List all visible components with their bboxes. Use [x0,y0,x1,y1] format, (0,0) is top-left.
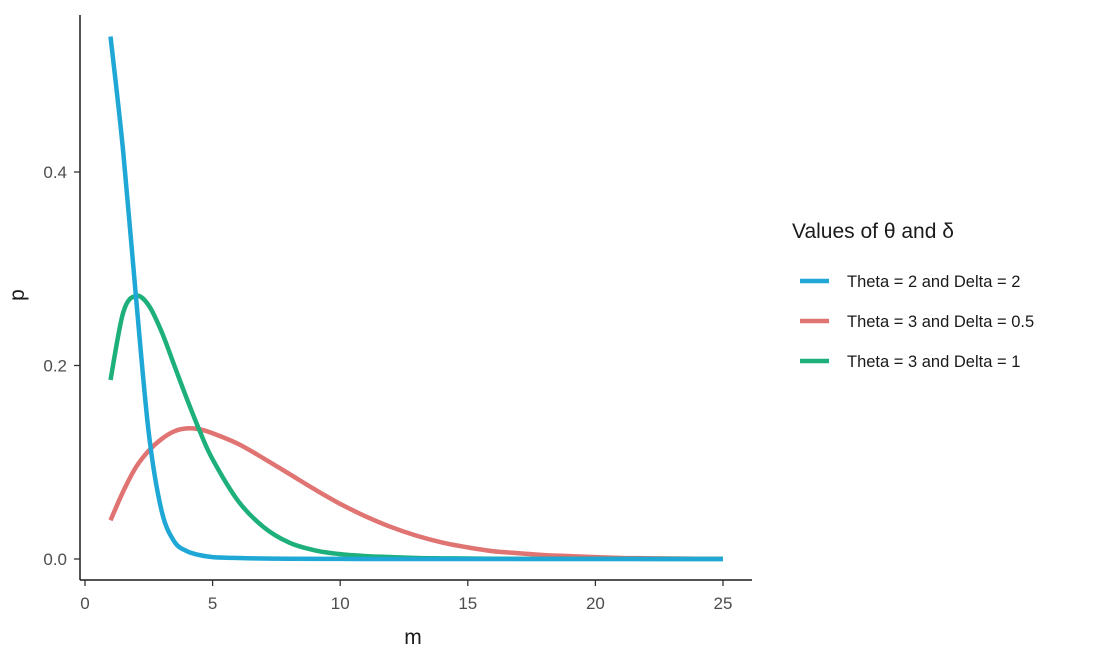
series-line-2 [108,426,724,562]
legend-label-3: Theta = 3 and Delta = 1 [847,353,1020,371]
y-tick-label: 0.4 [43,163,67,182]
y-tick-label: 0.0 [43,550,67,569]
x-tick-label: 10 [331,594,350,613]
x-tick-label: 0 [80,594,89,613]
legend: Values of θ and δ Theta = 2 and Delta = … [792,220,1034,371]
legend-title: Values of θ and δ [792,220,954,243]
x-axis-title: m [404,626,422,649]
axes: 0 5 10 15 20 25 0.0 0.2 0.4 [43,15,752,613]
legend-label-1: Theta = 2 and Delta = 2 [847,273,1020,291]
series-line-1 [108,36,723,562]
x-tick-label: 15 [458,594,477,613]
x-tick-label: 20 [586,594,605,613]
series-line-3 [108,293,724,562]
x-tick-label: 25 [714,594,733,613]
plot-area [108,36,724,562]
legend-label-2: Theta = 3 and Delta = 0.5 [847,313,1034,331]
y-axis-title: p [6,289,29,301]
y-tick-label: 0.2 [43,357,67,376]
x-tick-label: 5 [208,594,217,613]
